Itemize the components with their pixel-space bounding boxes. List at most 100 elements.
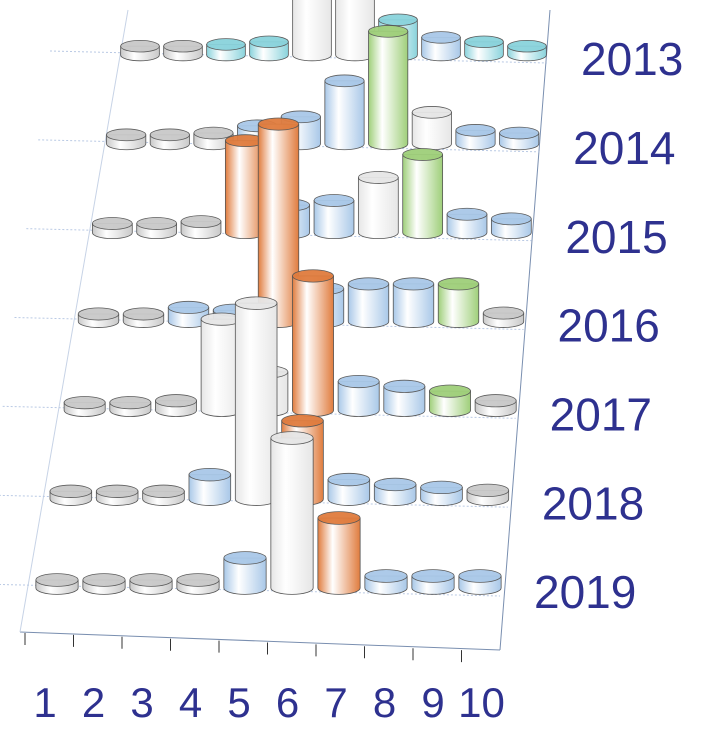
cylinder-top — [364, 569, 408, 583]
row-label: 2015 — [565, 211, 667, 263]
cylinder-top — [270, 431, 314, 445]
cylinder-top — [120, 39, 160, 53]
cylinder-top — [223, 551, 267, 565]
row-label: 2018 — [542, 477, 644, 529]
cylinder-top — [292, 269, 334, 283]
cylinder-top — [455, 124, 496, 137]
cylinder-top — [63, 396, 106, 410]
cylinder-top — [206, 38, 246, 51]
cylinder — [402, 154, 444, 240]
cylinder-top — [188, 468, 232, 482]
cylinder — [313, 200, 355, 240]
floor-front-edge — [19, 631, 501, 651]
cylinder-top — [249, 35, 289, 49]
cylinder-top — [163, 39, 203, 53]
cylinder — [188, 474, 232, 506]
cylinder-top — [91, 217, 133, 230]
cylinder-top — [420, 480, 463, 495]
cylinder-top — [337, 374, 380, 389]
cylinder-top — [129, 573, 173, 587]
cylinder-top — [378, 13, 418, 27]
cylinder — [347, 283, 390, 328]
cylinder-top — [313, 194, 355, 207]
cylinder-top — [109, 396, 152, 410]
cylinder-top — [482, 306, 525, 320]
cylinder-top — [324, 74, 365, 88]
cylinder — [437, 283, 480, 328]
cylinder — [317, 517, 361, 595]
x-tick-label: 3 — [130, 679, 153, 726]
cylinder-top — [392, 277, 435, 291]
x-tick-label: 1 — [33, 679, 56, 726]
cylinder-top — [149, 128, 190, 142]
floor — [19, 9, 551, 651]
cylinder-top — [402, 148, 444, 161]
cylinder-top — [411, 569, 455, 583]
cylinder — [429, 390, 471, 417]
cylinder-top — [180, 215, 222, 229]
cylinder-top — [368, 25, 409, 38]
cylinder-top — [234, 296, 278, 310]
cylinder-top — [35, 573, 79, 587]
cylinder — [421, 37, 461, 62]
cylinder — [337, 381, 380, 417]
cylinder-top — [281, 414, 324, 428]
row-label: 2019 — [534, 566, 636, 618]
floor-right-edge — [499, 9, 551, 651]
cylinder — [223, 557, 267, 595]
cylinder-top — [167, 300, 210, 314]
cylinder-top — [77, 307, 120, 321]
cylinder-top — [429, 384, 471, 398]
cylinder-top — [499, 126, 540, 140]
cylinder-top — [357, 171, 399, 184]
cylinder-top — [437, 277, 480, 291]
cylinder-top — [136, 217, 178, 230]
cylinder — [357, 177, 399, 240]
cylinder-top — [257, 117, 300, 131]
cylinder — [292, 0, 332, 62]
row-label: 2013 — [581, 33, 683, 85]
cylinder-top — [82, 573, 126, 587]
cylinder — [368, 30, 409, 151]
x-tick-label: 4 — [179, 679, 202, 726]
cylinder-top — [155, 394, 197, 408]
cylinder-top — [142, 484, 185, 498]
cylinder-top — [347, 277, 390, 291]
cylinder-top — [317, 511, 361, 525]
cylinder-top — [466, 483, 510, 498]
cylinder-top — [421, 31, 461, 44]
cylinder — [324, 80, 365, 151]
cylinder-top — [383, 379, 426, 393]
cylinder — [383, 385, 426, 417]
x-tick-label: 10 — [458, 679, 505, 726]
x-tick-label: 9 — [421, 679, 444, 726]
cylinder-top — [193, 126, 234, 140]
cylinder-top — [122, 307, 165, 321]
cylinder-top — [490, 212, 532, 226]
cylinder-top — [373, 477, 417, 492]
x-tick-label: 5 — [227, 679, 250, 726]
cylinder — [446, 213, 488, 240]
cylinder-top — [474, 394, 517, 408]
cylinder-top — [327, 472, 371, 487]
cylinder-top — [458, 569, 502, 583]
x-tick-label: 2 — [82, 679, 105, 726]
x-tick-label: 6 — [276, 679, 299, 726]
cylinder — [392, 283, 435, 328]
row-grid-line — [38, 139, 540, 153]
cylinder — [292, 275, 334, 417]
cylinder — [270, 437, 314, 595]
x-tick-label: 8 — [373, 679, 396, 726]
cylinder-top — [507, 39, 547, 53]
cylinder-top — [446, 207, 488, 221]
cylinder-top — [49, 484, 93, 498]
cylinder-top — [106, 128, 147, 142]
row-label: 2017 — [550, 388, 652, 440]
x-tick-label: 7 — [324, 679, 347, 726]
left-wall-edge — [19, 9, 129, 633]
row-label: 2016 — [558, 300, 660, 352]
cylinder-top — [95, 484, 139, 498]
cylinder-top — [464, 35, 504, 49]
cylinder — [327, 479, 371, 506]
